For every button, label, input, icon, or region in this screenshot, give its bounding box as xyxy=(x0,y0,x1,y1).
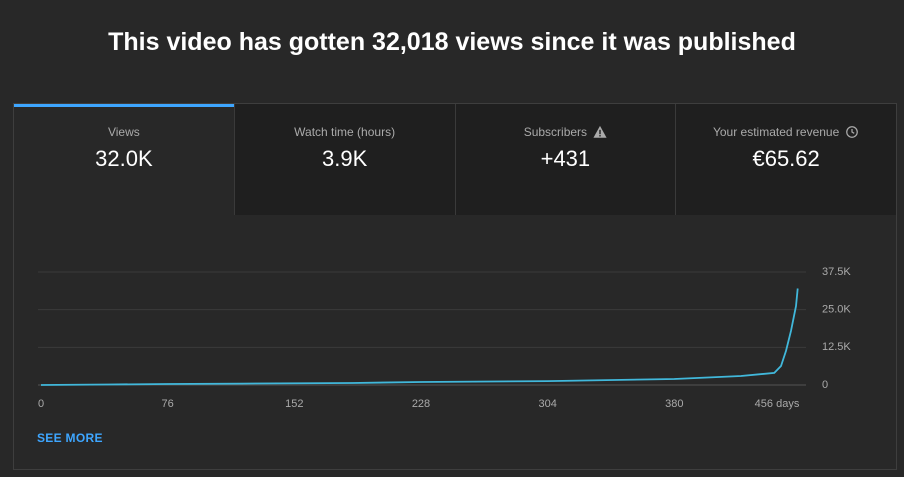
x-tick-label: 380 xyxy=(665,398,683,410)
y-tick-label: 12.5K xyxy=(822,341,851,353)
data-line xyxy=(40,288,799,386)
metric-tab[interactable]: Watch time (hours) 3.9K xyxy=(233,104,455,215)
x-tick-label: 228 xyxy=(412,398,430,410)
see-more-link[interactable]: SEE MORE xyxy=(37,431,103,445)
metric-tab[interactable]: Your estimated revenue €65.62 xyxy=(675,104,896,215)
chart: 0 12.5K 25.0K 37.5K 0 76 152 228 304 380 456 days xyxy=(38,266,851,410)
page-title: This video has gotten 32,018 views since… xyxy=(108,28,796,56)
metric-value: €65.62 xyxy=(752,146,820,171)
x-tick-label: 456 days xyxy=(755,398,800,410)
analytics-card: Views 32.0K Watch time (hours) 3.9K Subs… xyxy=(13,103,897,470)
metric-label: Your estimated revenue xyxy=(712,125,840,139)
x-tick-label: 304 xyxy=(538,398,556,410)
metric-label: Views xyxy=(107,125,140,139)
y-tick-label: 37.5K xyxy=(822,266,851,278)
x-tick-label: 152 xyxy=(285,398,303,410)
warning-icon[interactable] xyxy=(593,125,607,139)
y-tick-label: 0 xyxy=(822,379,828,391)
x-tick-label: 76 xyxy=(162,398,174,410)
y-tick-label: 25.0K xyxy=(822,304,851,316)
clock-icon[interactable] xyxy=(845,125,859,139)
metric-value: 32.0K xyxy=(95,146,153,171)
metric-label: Subscribers xyxy=(523,125,588,139)
metric-label: Watch time (hours) xyxy=(294,125,396,139)
metric-tab[interactable]: Subscribers +431 xyxy=(454,104,676,215)
x-tick-label: 0 xyxy=(38,398,44,410)
metric-value: 3.9K xyxy=(321,146,368,171)
metric-tabs: Views 32.0K Watch time (hours) 3.9K Subs… xyxy=(14,104,896,215)
metric-tab[interactable]: Views 32.0K xyxy=(14,104,234,215)
metric-value: +431 xyxy=(540,146,591,171)
